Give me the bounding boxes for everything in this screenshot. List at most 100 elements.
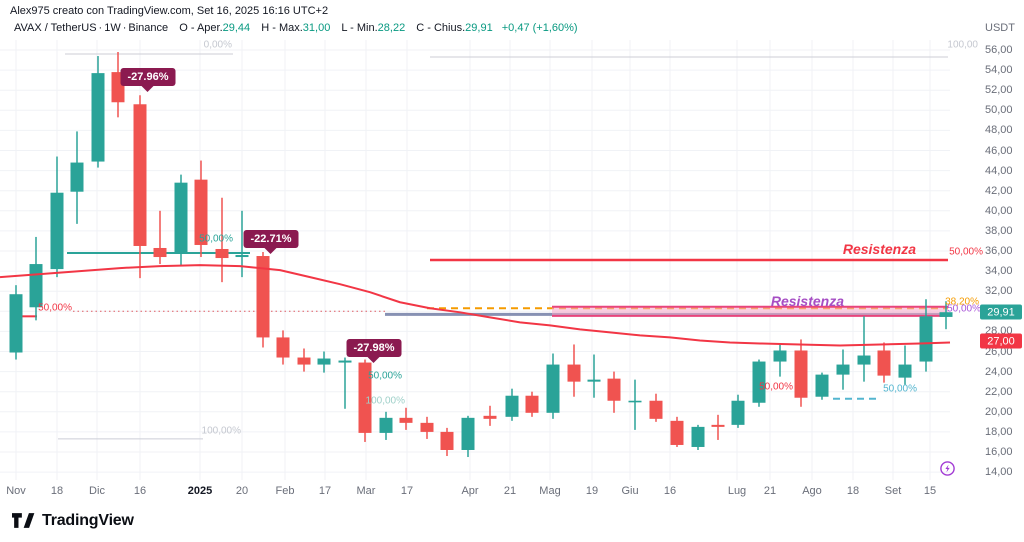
change-value: +0,47 (+1,60%) — [501, 22, 578, 34]
candle-body[interactable] — [379, 417, 393, 433]
candle-body[interactable] — [794, 350, 808, 398]
candle-body[interactable] — [29, 264, 43, 308]
fib-percent-label[interactable]: 0,00% — [203, 39, 232, 51]
candle-body[interactable] — [567, 364, 581, 382]
fib-percent-label[interactable]: 50,00% — [949, 246, 983, 258]
candle-body[interactable] — [877, 350, 891, 376]
candle-body[interactable] — [628, 400, 642, 403]
high-value: 31,00 — [302, 22, 331, 34]
candle-body[interactable] — [440, 431, 454, 450]
candle-body[interactable] — [691, 426, 705, 447]
candle-body[interactable] — [153, 247, 167, 258]
candle-body[interactable] — [256, 256, 270, 338]
price-axis-tick: 22,00 — [985, 385, 1013, 398]
candle-body[interactable] — [773, 350, 787, 362]
candle-body[interactable] — [649, 400, 663, 419]
resistenza-zone[interactable] — [552, 306, 948, 316]
candle-body[interactable] — [587, 379, 601, 382]
price-axis-unit: USDT — [985, 22, 1015, 34]
candle-body[interactable] — [731, 400, 745, 425]
time-axis-tick: 17 — [318, 485, 332, 497]
candle-body[interactable] — [194, 179, 208, 245]
candle-body[interactable] — [317, 358, 331, 365]
fib-percent-label[interactable]: 50,00% — [368, 370, 402, 382]
fib-percent-label[interactable]: 100,00% — [201, 425, 241, 437]
candle-body[interactable] — [711, 424, 725, 427]
candle-body[interactable] — [939, 312, 953, 317]
candle-body[interactable] — [50, 192, 64, 270]
interval-label: 1W — [104, 22, 121, 34]
candle-body[interactable] — [235, 255, 249, 258]
candle-body[interactable] — [607, 378, 621, 401]
candle-body[interactable] — [461, 417, 475, 450]
price-axis-tick: 54,00 — [985, 64, 1013, 77]
price-badge: 27,00 — [980, 333, 1022, 349]
candle-body[interactable] — [70, 162, 84, 192]
fib-percent-label[interactable]: 38,20% — [945, 296, 979, 308]
candle-body[interactable] — [215, 248, 229, 259]
candle-body[interactable] — [546, 364, 560, 413]
time-axis-tick: Lug — [727, 485, 747, 497]
high-label: H - Max. — [261, 22, 303, 34]
candle-body[interactable] — [420, 422, 434, 432]
candle-body[interactable] — [297, 357, 311, 365]
close-value: 29,91 — [465, 22, 493, 34]
resistenza-label[interactable]: Resistenza — [770, 293, 844, 309]
time-axis-tick: 18 — [846, 485, 860, 497]
candle-body[interactable] — [919, 316, 933, 362]
low-label: L - Min. — [341, 22, 378, 34]
percent-change-badge[interactable]: -22.71% — [243, 230, 299, 248]
fib-percent-label[interactable]: 50,00% — [947, 303, 981, 315]
tradingview-logo-icon — [12, 513, 35, 528]
price-axis-tick: 46,00 — [985, 144, 1013, 157]
exchange-label: Binance — [128, 22, 169, 34]
candle-body[interactable] — [276, 337, 290, 358]
time-axis-tick: Nov — [6, 485, 26, 497]
price-axis-tick: 48,00 — [985, 124, 1013, 137]
candle-body[interactable] — [857, 355, 871, 365]
candle-body[interactable] — [91, 73, 105, 162]
time-axis-tick: Mag — [539, 485, 561, 497]
tradingview-logo[interactable]: TradingView — [12, 511, 134, 530]
candle-body[interactable] — [338, 360, 352, 363]
candle-body[interactable] — [9, 294, 23, 353]
price-badge: 29,91 — [980, 304, 1022, 320]
flash-marker-icon[interactable] — [939, 460, 956, 477]
price-axis-tick: 18,00 — [985, 425, 1013, 438]
fib-percent-label[interactable]: 50,00% — [199, 233, 233, 245]
time-axis-tick: Ago — [802, 485, 822, 497]
time-axis-tick: Feb — [275, 485, 295, 497]
candle-body[interactable] — [898, 364, 912, 378]
brand-name: TradingView — [42, 511, 134, 529]
candle-body[interactable] — [525, 395, 539, 413]
candle-body[interactable] — [815, 374, 829, 397]
candle-body[interactable] — [358, 362, 372, 433]
fib-percent-label[interactable]: 50,00% — [883, 383, 917, 395]
candle-body[interactable] — [670, 420, 684, 445]
candle-body[interactable] — [836, 364, 850, 375]
time-axis-tick: Set — [884, 485, 902, 497]
candle-body[interactable] — [483, 415, 497, 419]
percent-change-badge[interactable]: -27.96% — [120, 68, 176, 86]
candle-body[interactable] — [174, 182, 188, 254]
open-value: 29,44 — [222, 22, 251, 34]
time-axis-tick: 20 — [235, 485, 249, 497]
fib-percent-label[interactable]: 50,00% — [38, 302, 72, 314]
price-axis-tick: 32,00 — [985, 285, 1013, 298]
percent-change-badge[interactable]: -27.98% — [346, 339, 402, 357]
fib-percent-label[interactable]: 100,00 — [947, 39, 978, 51]
time-axis-tick: 2025 — [187, 485, 213, 497]
resistenza-label[interactable]: Resistenza — [842, 241, 916, 257]
candle-body[interactable] — [399, 417, 413, 423]
sma-line[interactable] — [0, 264, 951, 347]
price-axis-tick: 36,00 — [985, 245, 1013, 257]
symbol-info-bar: AVAX / TetherUS · 1W · Binance O - Aper.29,4… — [14, 22, 578, 34]
candle-body[interactable] — [505, 395, 519, 417]
price-axis-tick: 34,00 — [985, 265, 1013, 278]
price-axis-tick: 20,00 — [985, 405, 1013, 418]
candle-body[interactable] — [752, 361, 766, 403]
fib-percent-label[interactable]: 100,00% — [365, 395, 405, 407]
candle-body[interactable] — [133, 104, 147, 246]
fib-percent-label[interactable]: 50,00% — [759, 381, 793, 393]
